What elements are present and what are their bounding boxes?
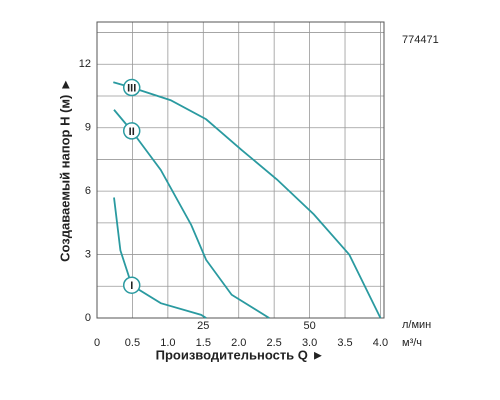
x-tick-label: 2.0 [231,337,246,349]
curve-label-badge [122,276,141,294]
y-tick-label: 0 [85,312,91,324]
y-axis-title: Создаваемый напор H (м) ► [57,78,72,262]
y-tick-label: 9 [85,122,91,134]
x2-unit: л/мин [402,319,431,331]
curve-label-badge [122,122,141,140]
x-tick-label: 1.0 [160,337,175,349]
x-tick-label: 3.0 [302,337,317,349]
product-code: 774471 [402,34,439,46]
x-unit: м³/ч [402,337,422,349]
curve-label: I [130,280,133,292]
x-tick-label: 0 [94,337,100,349]
x-axis-title: Производительность Q ► [156,347,325,362]
y-tick-label: 6 [85,185,91,197]
curve-label: II [129,126,135,138]
curve [113,197,207,319]
x-tick-label: 2.5 [267,337,282,349]
curve [113,81,382,319]
x-tick-label: 1.5 [196,337,211,349]
x2-tick-label: 25 [197,320,209,332]
y-tick-label: 3 [85,248,91,260]
x-tick-label: 0.5 [125,337,140,349]
plot-frame [96,21,385,319]
x2-tick-label: 50 [303,320,315,332]
x-tick-label: 3.5 [337,337,352,349]
x-tick-label: 4.0 [373,337,388,349]
curve-label-badge [122,78,141,97]
curve-label: III [127,82,136,94]
y-tick-label: 12 [79,58,91,70]
